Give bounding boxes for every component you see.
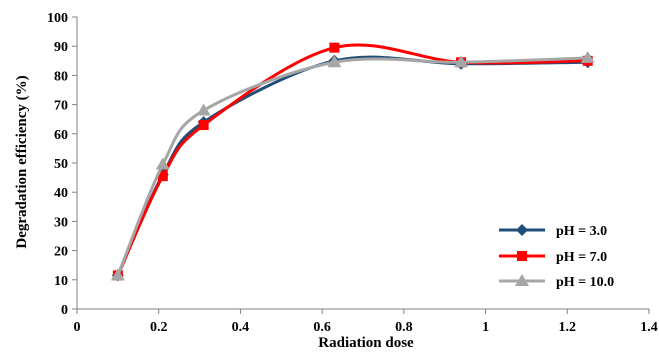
series-line [116,43,590,277]
data-point-triangle [155,157,170,170]
y-tick-label: 90 [54,40,68,55]
data-point-triangle [196,103,211,116]
y-tick-label: 30 [54,215,68,230]
series-group [110,42,595,282]
x-axis-ticks: 0 0.2 0.4 0.6 0.8 1 1.2 1.4 [74,309,658,335]
y-tick-label: 70 [54,99,68,114]
series-line [116,55,590,277]
legend: pH = 3.0 pH = 7.0 pH = 10.0 [499,224,614,290]
y-axis-title: Degradation efficiency (%) [14,75,30,248]
data-point-triangle [327,55,342,68]
legend-label: pH = 7.0 [556,250,607,265]
y-tick-label: 50 [54,157,68,172]
x-tick-label: 0.2 [150,320,168,335]
y-tick-label: 80 [54,69,68,84]
series-triangle [110,50,595,281]
legend-label: pH = 10.0 [556,275,614,290]
series-diamond [111,54,594,282]
x-tick-label: 1.2 [559,320,577,335]
x-tick-label: 1.4 [640,320,658,335]
y-tick-label: 60 [54,128,68,143]
data-point-triangle [454,55,469,68]
data-point-square [157,171,168,182]
x-tick-label: 0.6 [313,320,331,335]
legend-item: pH = 7.0 [499,250,607,265]
y-tick-label: 40 [54,186,68,201]
legend-item: pH = 10.0 [499,274,614,290]
legend-marker-diamond [516,224,528,236]
legend-label: pH = 3.0 [556,224,607,239]
x-tick-label: 0.4 [232,320,250,335]
legend-item: pH = 3.0 [499,224,607,239]
y-tick-label: 0 [61,303,68,318]
data-point-square [329,42,340,53]
x-tick-label: 0.8 [395,320,413,335]
data-point-triangle [580,50,595,63]
data-point-triangle [110,268,125,281]
legend-marker-square [517,251,527,261]
y-tick-label: 10 [54,274,68,289]
y-tick-label: 100 [47,11,68,26]
legend-marker-triangle [515,274,529,286]
y-axis-ticks: 0 10 20 30 40 50 60 70 80 90 100 [47,11,77,318]
x-tick-label: 1 [482,320,489,335]
data-point-square [198,120,209,131]
series-square [112,42,593,281]
y-tick-label: 20 [54,245,68,260]
x-tick-label: 0 [74,320,81,335]
series-line [116,56,590,277]
x-axis-title: Radiation dose [318,335,414,351]
